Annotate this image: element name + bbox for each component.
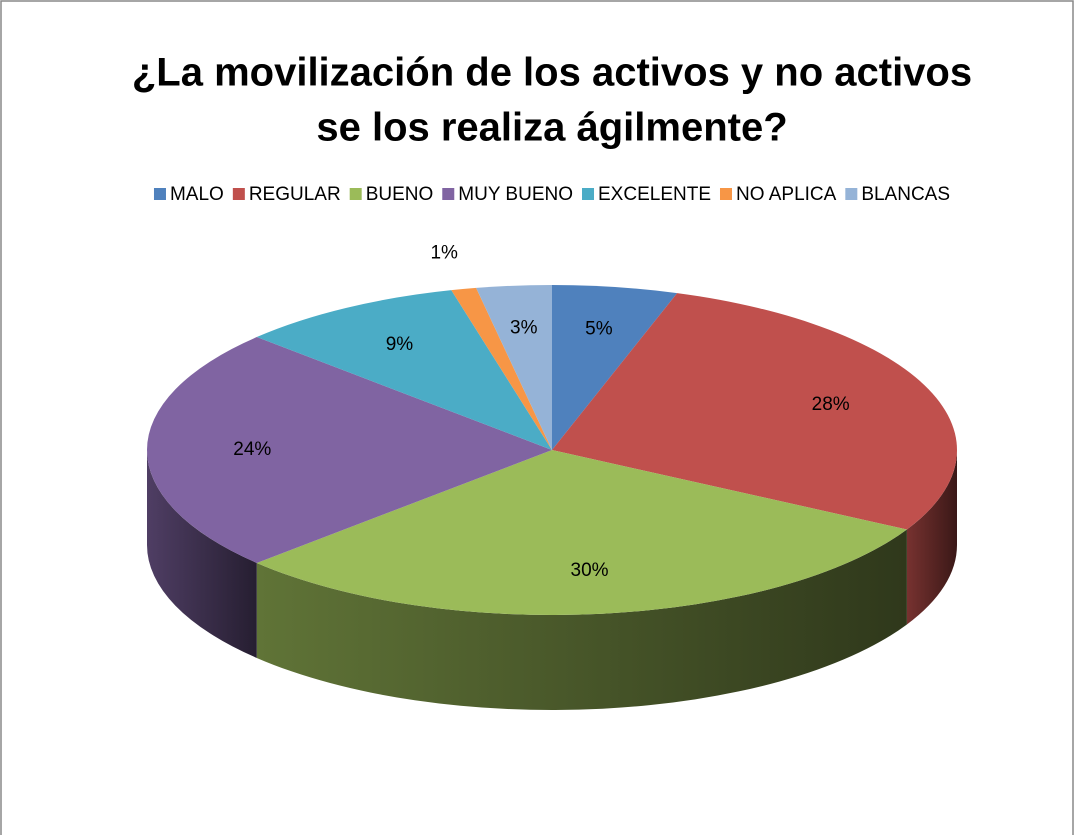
data-label: 1% — [430, 243, 458, 264]
pie-slice — [552, 293, 957, 530]
legend: MALO REGULAR BUENO MUY BUENO EXCELENTE NO APL… — [153, 184, 950, 205]
data-label: 9% — [386, 334, 414, 355]
slice-side — [906, 450, 957, 625]
data-label: 5% — [585, 318, 613, 339]
legend-swatch — [153, 188, 166, 200]
data-label: 30% — [571, 560, 609, 581]
legend-label: REGULAR — [249, 184, 341, 205]
legend-label: NO APLICA — [736, 184, 837, 205]
pie-slice — [451, 287, 552, 450]
chart-title: se los realiza ágilmente? — [316, 106, 787, 150]
legend-swatch — [845, 188, 858, 200]
chart-title: ¿La movilización de los activos y no act… — [132, 51, 972, 95]
data-label: 24% — [233, 439, 271, 460]
pie-slice — [256, 290, 552, 450]
legend-label: MALO — [170, 184, 224, 205]
pie-slice — [552, 285, 678, 450]
pie-slice — [256, 450, 907, 615]
legend-label: MUY BUENO — [458, 184, 573, 205]
legend-swatch — [232, 188, 245, 200]
legend-label: BUENO — [366, 184, 434, 205]
legend-swatch — [582, 188, 595, 200]
legend-label: BLANCAS — [861, 184, 950, 205]
legend-label: EXCELENTE — [598, 184, 711, 205]
slice-side — [147, 450, 257, 658]
legend-swatch — [719, 188, 732, 200]
data-label: 28% — [812, 394, 850, 415]
slice-side — [256, 529, 907, 710]
legend-swatch — [349, 188, 362, 200]
pie-slice — [146, 337, 552, 563]
legend-swatch — [442, 188, 455, 200]
pie-slice — [476, 285, 552, 450]
data-label: 3% — [510, 317, 538, 338]
